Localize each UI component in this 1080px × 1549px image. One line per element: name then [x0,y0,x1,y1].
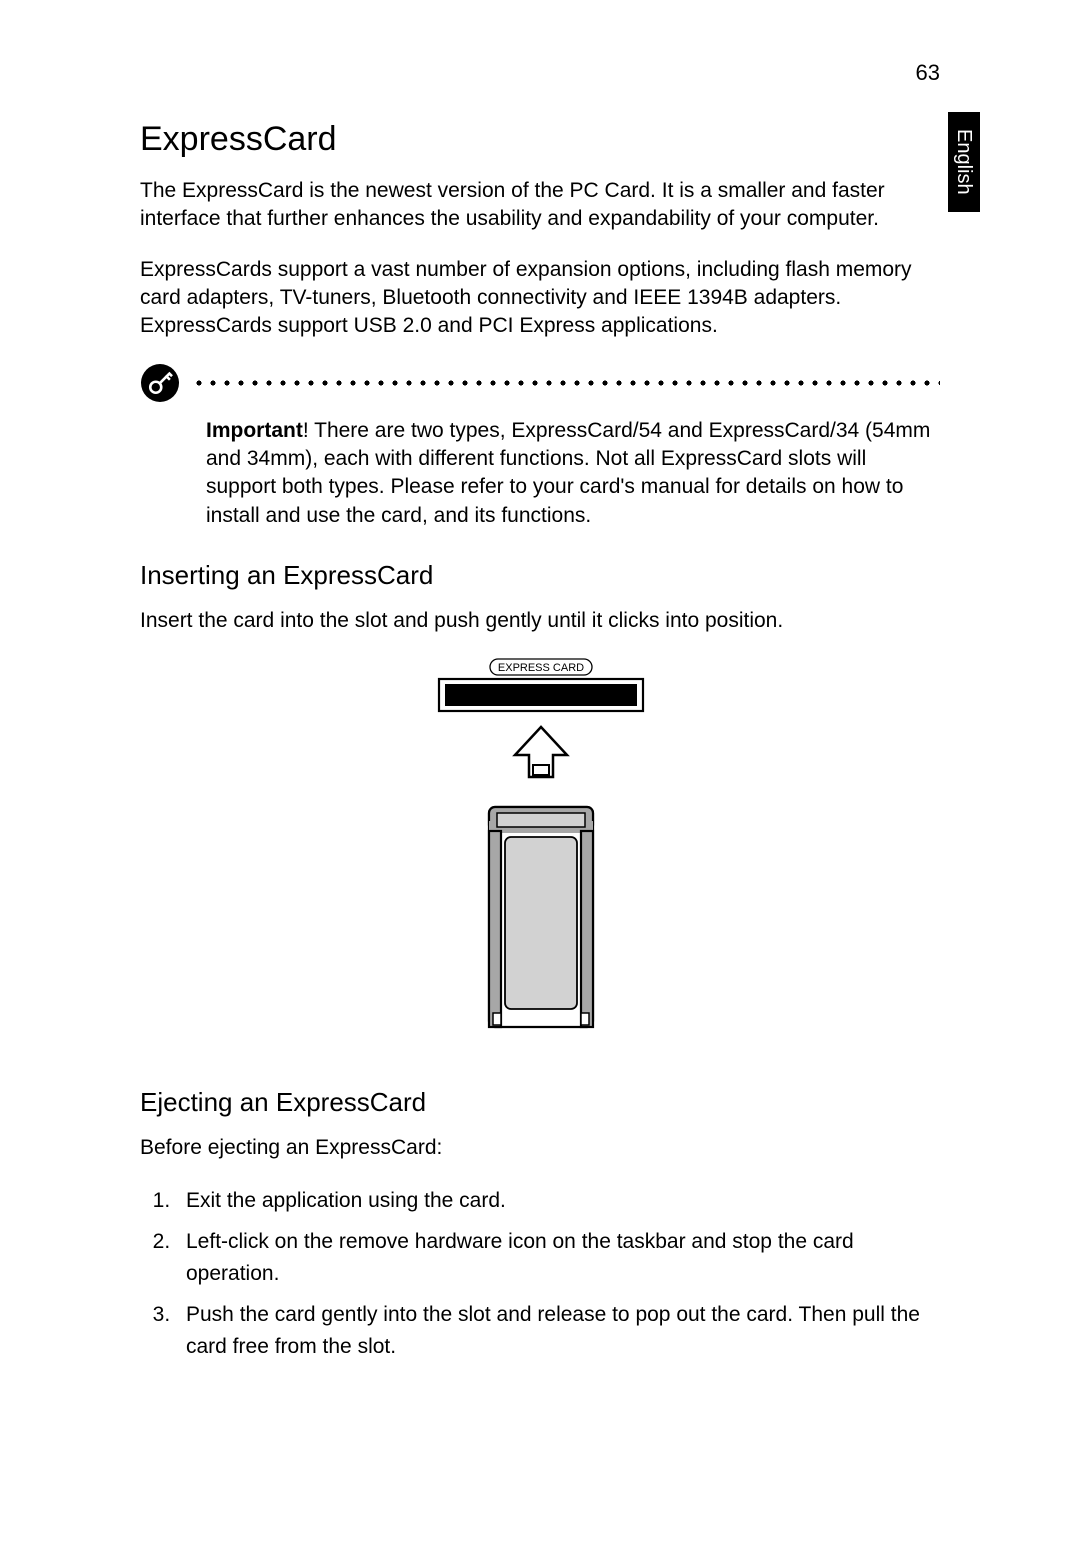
language-tab: English [948,112,980,212]
slot-label: EXPRESS CARD [498,662,584,674]
page: 63 English ExpressCard The ExpressCard i… [0,0,1080,1549]
important-block: Important! There are two types, ExpressC… [140,363,940,530]
paragraph-intro-1: The ExpressCard is the newest version of… [140,177,940,234]
important-header [140,363,940,403]
important-body: ! There are two types, ExpressCard/54 an… [206,419,930,527]
expresscard-diagram-svg: EXPRESS CARD [425,657,655,1057]
insert-diagram: EXPRESS CARD [140,657,940,1057]
ejecting-steps: Exit the application using the card. Lef… [140,1185,940,1363]
inserting-heading: Inserting an ExpressCard [140,560,940,591]
dotted-divider [192,380,940,386]
ejecting-step: Exit the application using the card. [176,1185,940,1217]
page-number: 63 [916,60,940,86]
ejecting-intro: Before ejecting an ExpressCard: [140,1134,940,1162]
key-icon [140,363,180,403]
ejecting-step: Push the card gently into the slot and r… [176,1299,940,1362]
important-label: Important [206,419,303,442]
important-text: Important! There are two types, ExpressC… [206,417,940,530]
inserting-text: Insert the card into the slot and push g… [140,607,940,635]
paragraph-intro-2: ExpressCards support a vast number of ex… [140,256,940,341]
page-title: ExpressCard [140,120,940,159]
ejecting-heading: Ejecting an ExpressCard [140,1087,940,1118]
ejecting-step: Left-click on the remove hardware icon o… [176,1226,940,1289]
